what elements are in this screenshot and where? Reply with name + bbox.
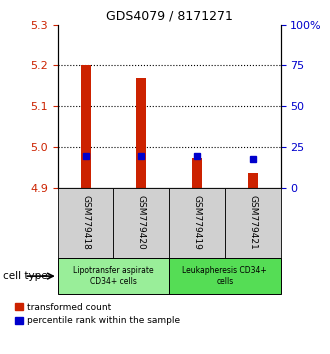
Legend: transformed count, percentile rank within the sample: transformed count, percentile rank withi… — [15, 302, 181, 326]
Title: GDS4079 / 8171271: GDS4079 / 8171271 — [106, 9, 233, 22]
Bar — [169, 188, 225, 258]
Bar — [169, 258, 280, 294]
Bar — [192, 158, 202, 188]
Text: Lipotransfer aspirate
CD34+ cells: Lipotransfer aspirate CD34+ cells — [73, 267, 154, 286]
Text: Leukapheresis CD34+
cells: Leukapheresis CD34+ cells — [182, 267, 267, 286]
Bar — [225, 188, 280, 258]
Bar — [58, 188, 114, 258]
Bar — [81, 65, 91, 188]
Text: GSM779420: GSM779420 — [137, 195, 146, 250]
Text: GSM779421: GSM779421 — [248, 195, 257, 250]
Bar — [58, 258, 169, 294]
Text: GSM779419: GSM779419 — [192, 195, 202, 250]
Text: GSM779418: GSM779418 — [81, 195, 90, 250]
Bar — [114, 188, 169, 258]
Bar — [248, 173, 258, 188]
Text: cell type: cell type — [3, 271, 48, 281]
Bar — [136, 78, 146, 188]
